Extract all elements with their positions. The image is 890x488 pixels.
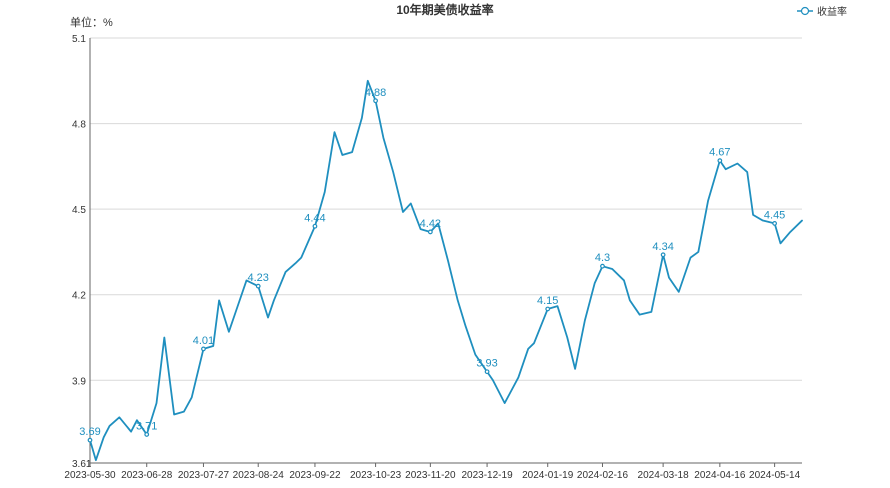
y-tick-label-2: 4.2 — [72, 291, 86, 302]
data-label-7: 3.93 — [476, 358, 497, 370]
data-label-6: 4.42 — [420, 218, 441, 230]
series-layer — [89, 79, 803, 462]
x-tick-label-2: 2023-07-27 — [178, 470, 230, 481]
data-label-4: 4.44 — [304, 212, 325, 224]
y-tick-label-0: 3.61 — [72, 459, 92, 470]
data-label-9: 4.3 — [595, 252, 610, 264]
x-tick-label-11: 2024-04-16 — [694, 470, 746, 481]
labeled-point-marker-7 — [484, 369, 490, 375]
x-tick-label-10: 2024-03-18 — [638, 470, 690, 481]
data-label-3: 4.23 — [248, 272, 269, 284]
labeled-point-marker-3 — [255, 283, 261, 289]
chart-title: 10年期美债收益率 — [396, 2, 493, 17]
x-tick-label-6: 2023-11-20 — [405, 470, 456, 481]
x-tick-label-0: 2023-05-30 — [64, 470, 116, 481]
labeled-point-marker-5 — [373, 98, 378, 104]
series-line-yield — [89, 79, 803, 462]
x-tick-label-3: 2023-08-24 — [233, 470, 285, 481]
x-tick-label-9: 2024-02-16 — [577, 470, 629, 481]
data-label-1: 3.71 — [136, 420, 157, 432]
data-label-0: 3.69 — [79, 426, 100, 438]
x-tick-label-4: 2023-09-22 — [289, 470, 341, 481]
labeled-point-marker-4 — [312, 223, 318, 229]
labeled-point-marker-1 — [144, 432, 150, 437]
y-tick-label-3: 4.5 — [72, 205, 86, 216]
x-tick-label-7: 2023-12-19 — [461, 470, 513, 481]
labeled-point-marker-9 — [600, 263, 605, 269]
labeled-point-marker-12 — [772, 221, 778, 226]
y-tick-label-5: 5.1 — [72, 34, 86, 45]
x-tick-label-8: 2024-01-19 — [522, 470, 574, 481]
labeled-point-marker-6 — [427, 229, 433, 235]
labeled-point-marker-8 — [545, 306, 551, 312]
axes: 3.61 3.9 4.2 4.5 4.8 5.1 2023-05-30 2023-06-28 2… — [64, 34, 802, 481]
labeled-point-marker-11 — [717, 158, 723, 164]
data-labels-layer: 3.69 3.714.014.234.444.884.423.934.154.34… — [79, 87, 785, 443]
data-label-8: 4.15 — [537, 295, 558, 307]
labeled-point-marker-0 — [87, 437, 93, 443]
y-tick-label-1: 3.9 — [72, 376, 86, 387]
chart-legend: 收益率 — [797, 5, 847, 18]
data-label-5: 4.88 — [365, 87, 386, 99]
labeled-point-marker-10 — [660, 252, 666, 258]
x-tick-label-12: 2024-05-14 — [749, 470, 801, 481]
legend-marker-yield — [800, 6, 810, 16]
unit-label: 单位：% — [70, 15, 113, 29]
data-label-11: 4.67 — [709, 147, 730, 159]
data-label-10: 4.34 — [652, 241, 673, 253]
legend-label-yield: 收益率 — [817, 5, 847, 18]
x-tick-label-5: 2023-10-23 — [350, 470, 402, 481]
data-label-12: 4.45 — [764, 209, 785, 221]
data-label-2: 4.01 — [193, 335, 214, 347]
labeled-point-marker-2 — [201, 346, 206, 352]
x-tick-label-1: 2023-06-28 — [121, 470, 173, 481]
y-tick-label-4: 4.8 — [72, 120, 86, 131]
